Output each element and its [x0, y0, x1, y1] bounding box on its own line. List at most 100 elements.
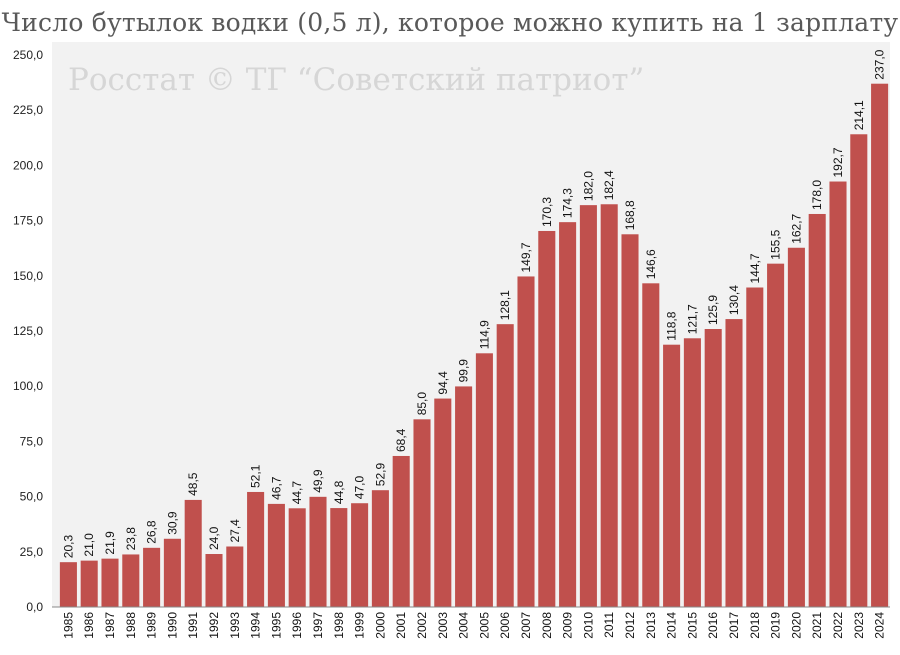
y-tick-label: 0,0 [26, 600, 43, 614]
value-label: 30,9 [165, 511, 179, 535]
bar [309, 496, 327, 607]
bar [600, 204, 618, 607]
x-tick-label: 2007 [519, 612, 533, 639]
x-tick-label: 2020 [789, 612, 803, 639]
bar [184, 499, 202, 607]
value-label: 121,7 [685, 304, 699, 334]
x-tick-label: 2019 [769, 612, 783, 639]
value-label: 128,1 [498, 290, 512, 320]
value-label: 44,8 [332, 480, 346, 504]
value-label: 130,4 [727, 285, 741, 315]
value-label: 52,1 [249, 464, 263, 488]
value-label: 125,9 [706, 295, 720, 325]
y-axis: 0,0 25,0 50,0 75,0 100,0 125,0 150,0 175,0 200,0… [13, 48, 43, 614]
value-label: 21,9 [103, 531, 117, 555]
x-tick-label: 2016 [706, 612, 720, 639]
value-label: 27,4 [228, 519, 242, 543]
bar [371, 490, 389, 607]
x-tick-label: 2024 [873, 612, 887, 639]
bar [351, 503, 369, 607]
bars [59, 83, 889, 608]
value-label: 23,8 [124, 527, 138, 551]
bar [725, 319, 743, 607]
value-label: 174,3 [561, 188, 575, 218]
bar [746, 287, 764, 607]
value-label: 168,8 [623, 200, 637, 230]
bar [850, 134, 868, 607]
bar [122, 554, 140, 607]
value-labels: 20,3 21,0 21,9 23,8 26,8 30,9 48,5 24,0 27,4 52,1… [61, 49, 886, 558]
value-label: 26,8 [145, 520, 159, 544]
x-tick-label: 1993 [228, 612, 242, 639]
bar [496, 324, 514, 607]
x-tick-label: 2004 [457, 612, 471, 639]
x-tick-label: 2003 [436, 612, 450, 639]
value-label: 21,0 [82, 533, 96, 557]
bar [413, 419, 431, 607]
value-label: 94,4 [436, 371, 450, 395]
x-tick-label: 2011 [602, 612, 616, 638]
value-label: 46,7 [269, 476, 283, 500]
x-tick-label: 1990 [165, 612, 179, 639]
bar [871, 83, 889, 607]
bar [683, 338, 701, 607]
value-label: 68,4 [394, 428, 408, 452]
value-label: 182,4 [602, 170, 616, 200]
value-label: 146,6 [644, 249, 658, 279]
bar [808, 213, 826, 608]
x-tick-label: 1986 [82, 612, 96, 639]
bar [330, 508, 348, 607]
bar [559, 222, 577, 607]
x-tick-label: 2008 [540, 612, 554, 639]
x-tick-label: 2006 [498, 612, 512, 639]
x-tick-label: 1995 [269, 612, 283, 639]
x-tick-label: 1999 [353, 612, 367, 639]
bar [767, 263, 785, 607]
value-label: 162,7 [789, 213, 803, 243]
x-tick-label: 1994 [249, 612, 263, 639]
value-label: 44,7 [290, 481, 304, 505]
x-tick-label: 2009 [561, 612, 575, 639]
x-tick-label: 1985 [61, 612, 75, 639]
bar [642, 283, 660, 607]
x-tick-label: 1992 [207, 612, 221, 639]
bar [538, 230, 556, 608]
value-label: 155,5 [769, 229, 783, 259]
value-label: 20,3 [61, 535, 75, 559]
value-label: 47,0 [353, 476, 367, 500]
x-tick-label: 1991 [186, 612, 200, 639]
y-tick-label: 125,0 [13, 324, 43, 338]
y-tick-label: 25,0 [20, 545, 44, 559]
x-tick-label: 1987 [103, 612, 117, 639]
bar [434, 398, 452, 607]
x-tick-label: 2002 [415, 612, 429, 639]
value-label: 52,9 [373, 463, 387, 487]
value-label: 114,9 [477, 320, 491, 349]
chart-title: Число бутылок водки (0,5 л), которое мож… [1, 8, 899, 37]
x-tick-label: 2021 [810, 612, 824, 639]
value-label: 99,9 [457, 359, 471, 383]
y-tick-label: 75,0 [20, 434, 44, 448]
value-label: 144,7 [748, 253, 762, 283]
x-tick-label: 2022 [831, 612, 845, 639]
bar [101, 558, 119, 607]
x-tick-label: 2005 [477, 612, 491, 639]
value-label: 237,0 [873, 49, 887, 79]
x-tick-label: 1989 [145, 612, 159, 639]
bar [163, 538, 181, 607]
value-label: 149,7 [519, 242, 533, 272]
x-tick-label: 2018 [748, 612, 762, 639]
value-label: 48,5 [186, 472, 200, 496]
x-tick-label: 1997 [311, 612, 325, 639]
bar [663, 344, 681, 607]
bar [475, 353, 493, 607]
bar [267, 503, 285, 607]
x-tick-label: 2012 [623, 612, 637, 639]
value-label: 24,0 [207, 526, 221, 550]
value-label: 182,0 [581, 171, 595, 201]
bar [392, 455, 410, 607]
x-tick-label: 2000 [373, 612, 387, 639]
bar [787, 247, 805, 607]
bar [455, 386, 473, 607]
value-label: 214,1 [852, 100, 866, 130]
